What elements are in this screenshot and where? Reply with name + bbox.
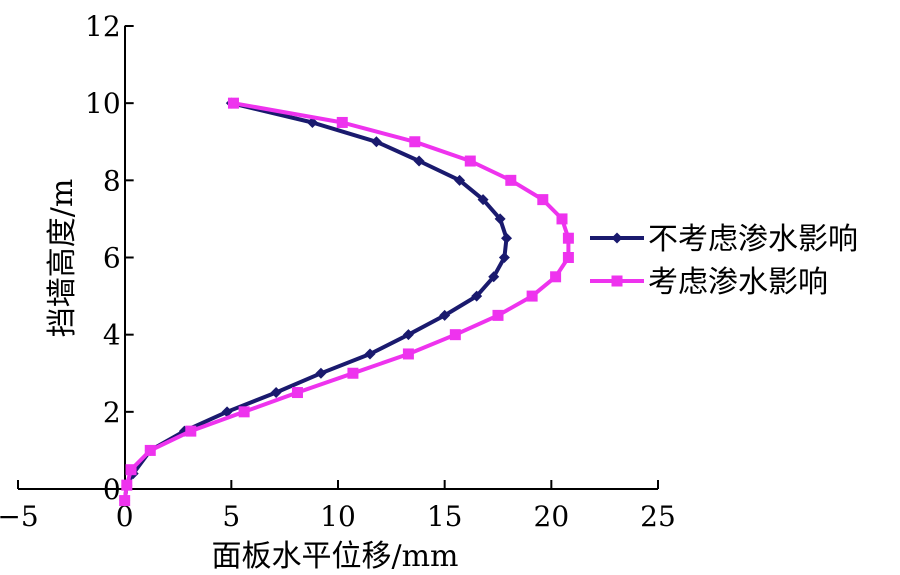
data-point-square xyxy=(227,97,239,109)
series-group xyxy=(119,97,574,507)
y-tick-label: 0 xyxy=(103,473,121,506)
data-point-square xyxy=(402,348,414,360)
data-point-diamond xyxy=(494,213,506,225)
y-tick-label: 6 xyxy=(103,242,121,275)
y-axis-title: 挡墙高度/m xyxy=(45,179,80,338)
data-point-square xyxy=(144,444,156,456)
data-point-square xyxy=(505,174,517,186)
data-point-diamond xyxy=(439,309,451,321)
x-axis-title: 面板水平位移/mm xyxy=(211,539,458,574)
data-point-square xyxy=(464,155,476,167)
x-tick-label: 0 xyxy=(116,500,134,533)
ticks: −5 0 5 10 15 20 25 0 2 4 6 8 10 12 xyxy=(0,10,676,533)
data-point-diamond xyxy=(315,367,327,379)
data-point-square xyxy=(562,232,574,244)
y-tick-label: 4 xyxy=(103,319,121,352)
data-point-square xyxy=(119,495,131,507)
data-point-square xyxy=(537,194,549,206)
legend-item-1: 不考虑渗水影响 xyxy=(590,222,858,257)
data-point-square xyxy=(611,275,623,287)
series-2 xyxy=(119,97,574,507)
data-point-diamond xyxy=(402,329,414,341)
x-tick-label: −5 xyxy=(0,500,39,533)
y-tick-label: 8 xyxy=(103,164,121,197)
data-point-diamond xyxy=(498,252,510,263)
series-1 xyxy=(119,97,513,507)
data-point-square xyxy=(449,329,461,341)
data-point-diamond xyxy=(364,348,376,360)
data-point-square xyxy=(347,367,359,379)
data-point-square xyxy=(121,479,133,491)
x-tick-label: 25 xyxy=(640,500,676,533)
data-point-diamond xyxy=(501,232,513,244)
data-point-square xyxy=(492,309,504,321)
data-point-diamond xyxy=(370,136,382,148)
data-point-diamond xyxy=(488,271,500,283)
y-tick-label: 10 xyxy=(85,87,121,120)
data-point-diamond xyxy=(270,387,282,399)
x-tick-label: 20 xyxy=(534,500,570,533)
y-tick-label: 12 xyxy=(85,10,121,43)
x-tick-label: 10 xyxy=(320,500,356,533)
data-point-diamond xyxy=(454,174,466,186)
data-point-square xyxy=(409,136,421,148)
data-point-square xyxy=(526,290,538,302)
data-point-square xyxy=(562,252,574,263)
data-point-diamond xyxy=(471,290,483,302)
series-line xyxy=(122,101,509,501)
x-tick-label: 5 xyxy=(222,500,240,533)
legend-label: 考虑渗水影响 xyxy=(648,265,828,300)
data-point-square xyxy=(185,425,197,437)
series-line xyxy=(122,101,571,501)
data-point-square xyxy=(125,464,137,476)
y-tick-label: 2 xyxy=(103,396,121,429)
data-point-square xyxy=(556,213,568,225)
data-point-square xyxy=(336,116,348,128)
legend-label: 不考虑渗水影响 xyxy=(648,222,858,257)
legend-item-2: 考虑渗水影响 xyxy=(590,265,828,300)
data-point-diamond xyxy=(413,155,425,167)
data-point-square xyxy=(550,271,562,283)
x-tick-label: 15 xyxy=(427,500,463,533)
data-point-diamond xyxy=(221,406,233,418)
data-point-square xyxy=(238,406,250,418)
data-point-diamond xyxy=(611,232,623,244)
data-point-diamond xyxy=(477,194,489,206)
data-point-square xyxy=(291,387,303,399)
